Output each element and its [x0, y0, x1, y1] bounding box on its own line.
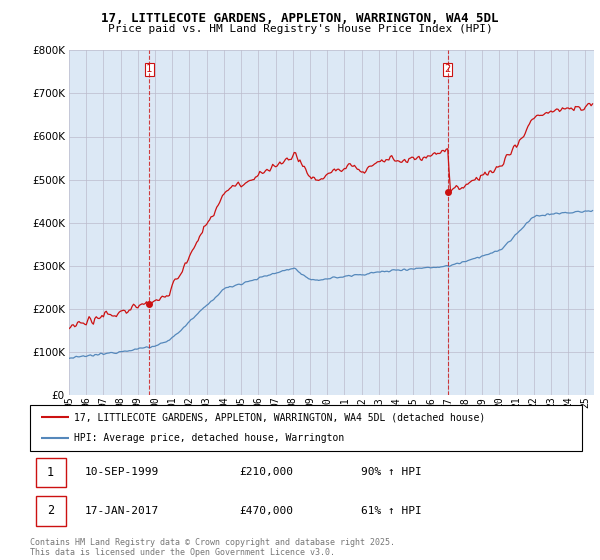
Text: 2: 2 — [445, 64, 451, 74]
Text: 17, LITTLECOTE GARDENS, APPLETON, WARRINGTON, WA4 5DL: 17, LITTLECOTE GARDENS, APPLETON, WARRIN… — [101, 12, 499, 25]
Text: 17, LITTLECOTE GARDENS, APPLETON, WARRINGTON, WA4 5DL (detached house): 17, LITTLECOTE GARDENS, APPLETON, WARRIN… — [74, 412, 485, 422]
FancyBboxPatch shape — [35, 496, 66, 525]
FancyBboxPatch shape — [35, 458, 66, 487]
Text: HPI: Average price, detached house, Warrington: HPI: Average price, detached house, Warr… — [74, 433, 344, 444]
Text: 17-JAN-2017: 17-JAN-2017 — [85, 506, 160, 516]
Text: £470,000: £470,000 — [240, 506, 294, 516]
Text: Price paid vs. HM Land Registry's House Price Index (HPI): Price paid vs. HM Land Registry's House … — [107, 24, 493, 34]
Text: 61% ↑ HPI: 61% ↑ HPI — [361, 506, 422, 516]
FancyBboxPatch shape — [30, 405, 582, 451]
Text: 1: 1 — [47, 466, 54, 479]
Text: 2: 2 — [47, 505, 54, 517]
Text: 90% ↑ HPI: 90% ↑ HPI — [361, 468, 422, 478]
Text: Contains HM Land Registry data © Crown copyright and database right 2025.
This d: Contains HM Land Registry data © Crown c… — [30, 538, 395, 557]
Text: 10-SEP-1999: 10-SEP-1999 — [85, 468, 160, 478]
Text: £210,000: £210,000 — [240, 468, 294, 478]
Text: 1: 1 — [146, 64, 152, 74]
